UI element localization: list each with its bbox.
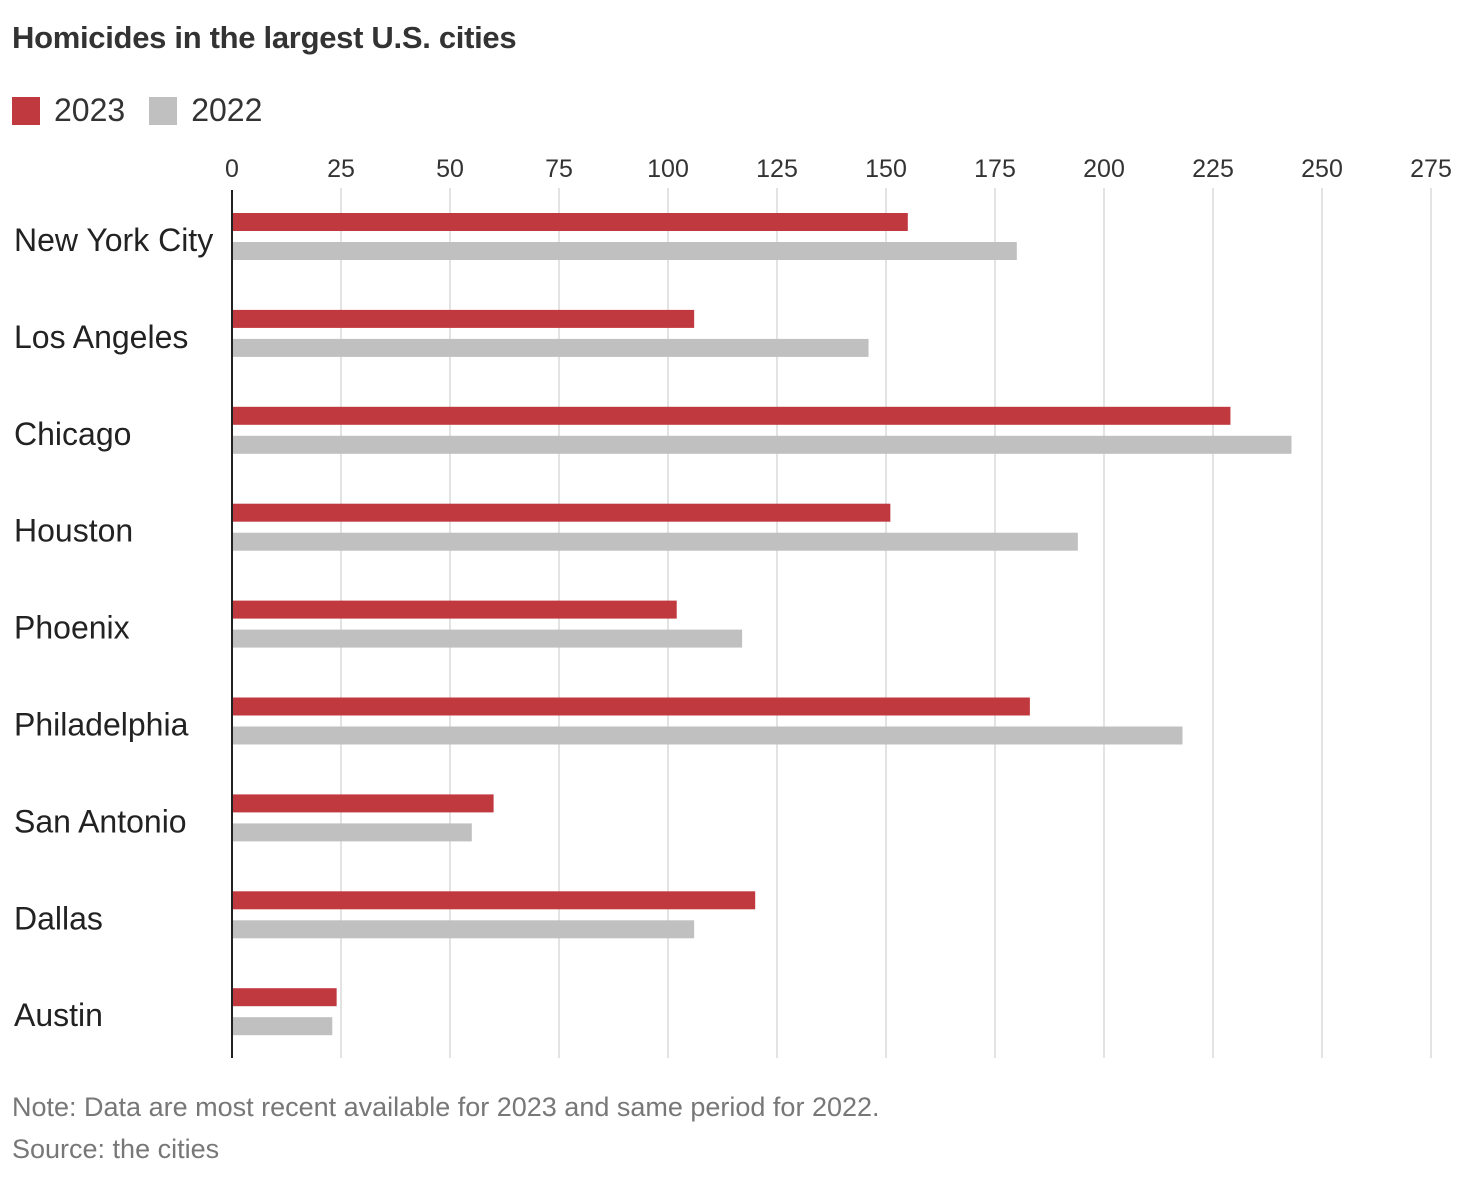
category-label: Houston — [14, 513, 133, 549]
chart-source: Source: the cities — [12, 1134, 220, 1164]
x-tick-label-150: 150 — [865, 155, 907, 183]
bar-dallas-2023 — [232, 891, 756, 910]
bar-los-angeles-2022 — [232, 338, 869, 357]
chart-note: Note: Data are most recent available for… — [12, 1092, 880, 1122]
x-axis-ticks: 0 25 50 75 100 125 150 175 200 225 250 275 — [225, 155, 1452, 183]
bar-philadelphia-2022 — [232, 726, 1183, 745]
bar-chicago-2023 — [232, 406, 1231, 425]
legend: 2023 2022 — [12, 92, 286, 129]
x-tick-label-25: 25 — [327, 155, 355, 183]
category-label: New York City — [14, 222, 213, 258]
x-tick-label-0: 0 — [225, 155, 239, 183]
category-label: San Antonio — [14, 803, 187, 839]
x-tick-label-175: 175 — [974, 155, 1016, 183]
legend-label-2022: 2022 — [191, 92, 263, 128]
x-tick-label-125: 125 — [756, 155, 798, 183]
bar-san-antonio-2023 — [232, 794, 494, 813]
legend-swatch-2022 — [149, 96, 178, 125]
gridlines — [340, 188, 1432, 1058]
x-tick-label-250: 250 — [1301, 155, 1343, 183]
x-tick-label-75: 75 — [545, 155, 573, 183]
x-tick-label-225: 225 — [1192, 155, 1234, 183]
category-label: Philadelphia — [14, 707, 189, 743]
bar-phoenix-2023 — [232, 600, 677, 619]
bar-new-york-city-2022 — [232, 242, 1017, 260]
legend-label-2023: 2023 — [54, 92, 126, 128]
legend-item-2023: 2023 — [12, 92, 125, 129]
legend-swatch-2023 — [12, 96, 40, 125]
x-tick-label-50: 50 — [436, 155, 464, 183]
bar-phoenix-2022 — [232, 629, 743, 648]
bar-austin-2022 — [232, 1017, 333, 1036]
bar-los-angeles-2023 — [232, 309, 695, 328]
x-tick-label-275: 275 — [1410, 155, 1452, 183]
category-label: Chicago — [14, 416, 131, 452]
bar-houston-2023 — [232, 503, 891, 522]
category-labels: New York City Los Angeles Chicago Houston Ph… — [14, 222, 213, 1033]
category-label: Phoenix — [14, 610, 130, 646]
bar-new-york-city-2023 — [232, 213, 908, 231]
category-label: Los Angeles — [14, 319, 188, 355]
bar-philadelphia-2023 — [232, 697, 1030, 716]
x-tick-label-100: 100 — [647, 155, 689, 183]
category-label: Austin — [14, 997, 103, 1033]
bar-san-antonio-2022 — [232, 823, 472, 842]
bar-houston-2022 — [232, 532, 1078, 551]
category-label: Dallas — [14, 900, 103, 936]
bars — [232, 213, 1292, 1036]
bar-chicago-2022 — [232, 435, 1292, 454]
chart-title: Homicides in the largest U.S. cities — [12, 20, 517, 55]
legend-item-2022: 2022 — [149, 92, 262, 129]
bar-austin-2023 — [232, 988, 337, 1007]
bar-dallas-2022 — [232, 920, 695, 939]
x-tick-label-200: 200 — [1083, 155, 1125, 183]
